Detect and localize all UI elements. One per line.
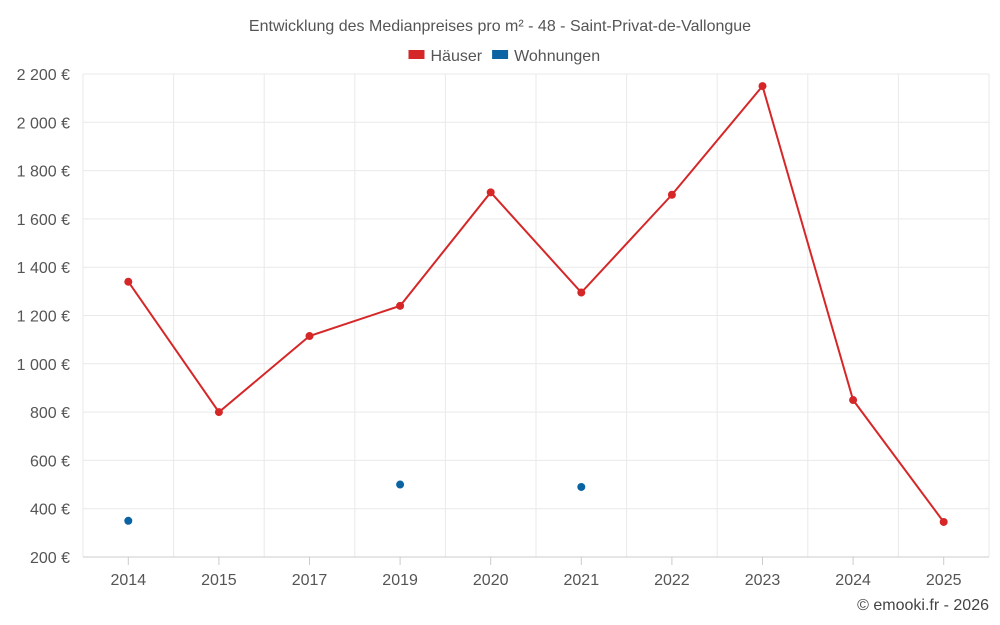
data-point[interactable] (124, 277, 133, 286)
series-line (127, 83, 945, 523)
grid-lines (82, 73, 990, 558)
x-tick-label: 2021 (564, 572, 600, 589)
y-tick-label: 1 600 € (17, 212, 70, 229)
x-tick-label: 2017 (292, 572, 328, 589)
y-tick-label: 2 200 € (17, 67, 70, 84)
x-tick-label: 2023 (745, 572, 781, 589)
x-tick-label: 2015 (201, 572, 237, 589)
y-tick-label: 1 000 € (17, 357, 70, 374)
x-tick-label: 2019 (382, 572, 418, 589)
y-tick-label: 1 400 € (17, 260, 70, 277)
chart-legend[interactable]: Häuser Wohnungen (408, 48, 601, 65)
y-tick-label: 200 € (30, 550, 70, 567)
legend-swatch (492, 50, 509, 59)
data-point[interactable] (667, 190, 676, 199)
legend-swatch (408, 50, 425, 59)
data-point[interactable] (214, 408, 223, 417)
legend-label: Wohnungen (514, 48, 600, 65)
credit-text: © emooki.fr - 2026 (857, 597, 989, 614)
x-tick-label: 2025 (926, 572, 962, 589)
data-point[interactable] (577, 482, 586, 491)
data-point[interactable] (577, 288, 586, 297)
x-tick-label: 2014 (111, 572, 147, 589)
legend-label: Häuser (431, 48, 483, 65)
chart-title: Entwicklung des Medianpreises pro m² - 4… (249, 18, 751, 35)
data-point[interactable] (124, 516, 133, 525)
data-point[interactable] (486, 188, 495, 197)
data-point[interactable] (305, 332, 314, 341)
data-point[interactable] (396, 480, 405, 489)
data-point[interactable] (849, 396, 858, 405)
data-point[interactable] (758, 82, 767, 91)
y-tick-label: 2 000 € (17, 115, 70, 132)
axes: 200 € 400 € 600 € 800 € 1 000 € 1 200 € 1 400 … (17, 67, 989, 589)
y-tick-label: 1 800 € (17, 164, 70, 181)
y-tick-label: 400 € (30, 502, 70, 519)
series-1 (124, 480, 586, 525)
y-tick-label: 1 200 € (17, 309, 70, 326)
data-point[interactable] (396, 301, 405, 310)
series-layer (124, 82, 948, 526)
data-point[interactable] (939, 517, 948, 526)
y-tick-label: 800 € (30, 405, 70, 422)
x-tick-label: 2024 (835, 572, 871, 589)
x-tick-label: 2020 (473, 572, 509, 589)
y-tick-label: 600 € (30, 453, 70, 470)
series-0 (124, 82, 948, 526)
x-tick-label: 2022 (654, 572, 690, 589)
legend-item[interactable]: Wohnungen (492, 48, 600, 65)
legend-item[interactable]: Häuser (408, 48, 483, 65)
